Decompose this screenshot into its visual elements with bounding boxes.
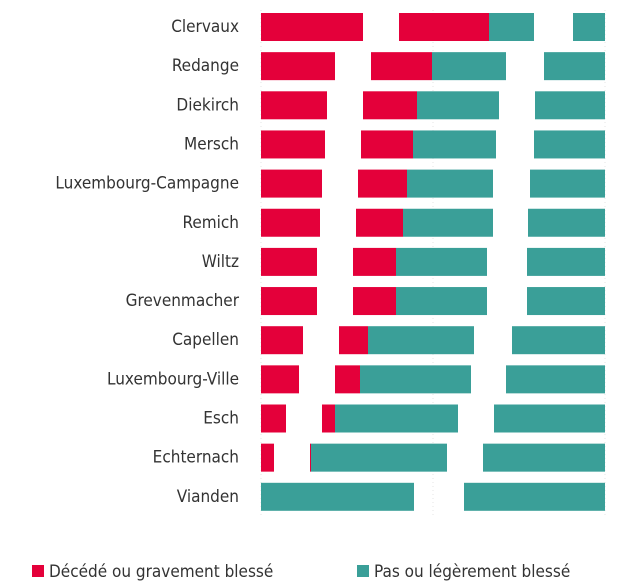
bar xyxy=(261,404,286,433)
bar xyxy=(322,404,335,433)
y-tick-label: Diekirch xyxy=(176,95,239,115)
bar xyxy=(573,13,605,41)
bar xyxy=(261,326,303,355)
bar xyxy=(403,208,493,237)
y-tick-label: Remich xyxy=(182,213,239,233)
bar xyxy=(530,169,605,198)
bar xyxy=(261,91,327,120)
bar xyxy=(544,52,605,81)
bar xyxy=(261,365,299,394)
y-tick-label: Redange xyxy=(172,56,239,76)
bar xyxy=(464,482,605,511)
bar xyxy=(356,208,403,237)
y-tick-label: Esch xyxy=(203,409,239,429)
y-tick-label: Luxembourg-Campagne xyxy=(55,174,239,194)
y-tick-label: Wiltz xyxy=(202,252,239,272)
bar xyxy=(310,443,311,472)
y-tick-label: Clervaux xyxy=(171,17,239,37)
bar xyxy=(407,169,493,198)
bar xyxy=(506,365,605,394)
bar xyxy=(534,130,605,159)
bar xyxy=(396,247,487,276)
bar xyxy=(528,208,605,237)
bar xyxy=(399,13,489,41)
bar xyxy=(335,365,360,394)
bar xyxy=(358,169,407,198)
bar xyxy=(353,287,396,316)
bar xyxy=(494,404,605,433)
y-tick-label: Capellen xyxy=(172,330,239,350)
bar xyxy=(261,287,317,316)
bar xyxy=(371,52,432,81)
y-tick-label: Grevenmacher xyxy=(126,291,240,311)
bar xyxy=(432,52,506,81)
y-tick-label: Luxembourg-Ville xyxy=(107,369,239,389)
bar xyxy=(261,247,317,276)
y-tick-label: Mersch xyxy=(184,134,239,154)
bar xyxy=(339,326,368,355)
bar xyxy=(261,208,320,237)
bar xyxy=(489,13,534,41)
bar xyxy=(368,326,474,355)
y-tick-label: Echternach xyxy=(153,448,239,468)
bar xyxy=(413,130,496,159)
legend-label: Décédé ou gravement blessé xyxy=(49,562,273,581)
bar xyxy=(261,52,335,81)
legend-label: Pas ou légèrement blessé xyxy=(374,562,570,581)
bar xyxy=(261,130,325,159)
bar xyxy=(261,482,414,511)
bar xyxy=(396,287,487,316)
bar xyxy=(261,169,322,198)
bar xyxy=(361,130,413,159)
bar xyxy=(417,91,499,120)
legend-swatch xyxy=(32,565,44,577)
bar xyxy=(311,443,447,472)
legend-swatch xyxy=(357,565,369,577)
bar xyxy=(335,404,458,433)
bar xyxy=(363,91,417,120)
y-tick-label: Vianden xyxy=(177,487,239,507)
bar xyxy=(261,443,274,472)
bar xyxy=(527,247,605,276)
bar xyxy=(512,326,605,355)
bar xyxy=(360,365,471,394)
bar xyxy=(527,287,605,316)
bar xyxy=(535,91,605,120)
bar xyxy=(353,247,396,276)
bar xyxy=(261,13,363,41)
bar xyxy=(483,443,605,472)
